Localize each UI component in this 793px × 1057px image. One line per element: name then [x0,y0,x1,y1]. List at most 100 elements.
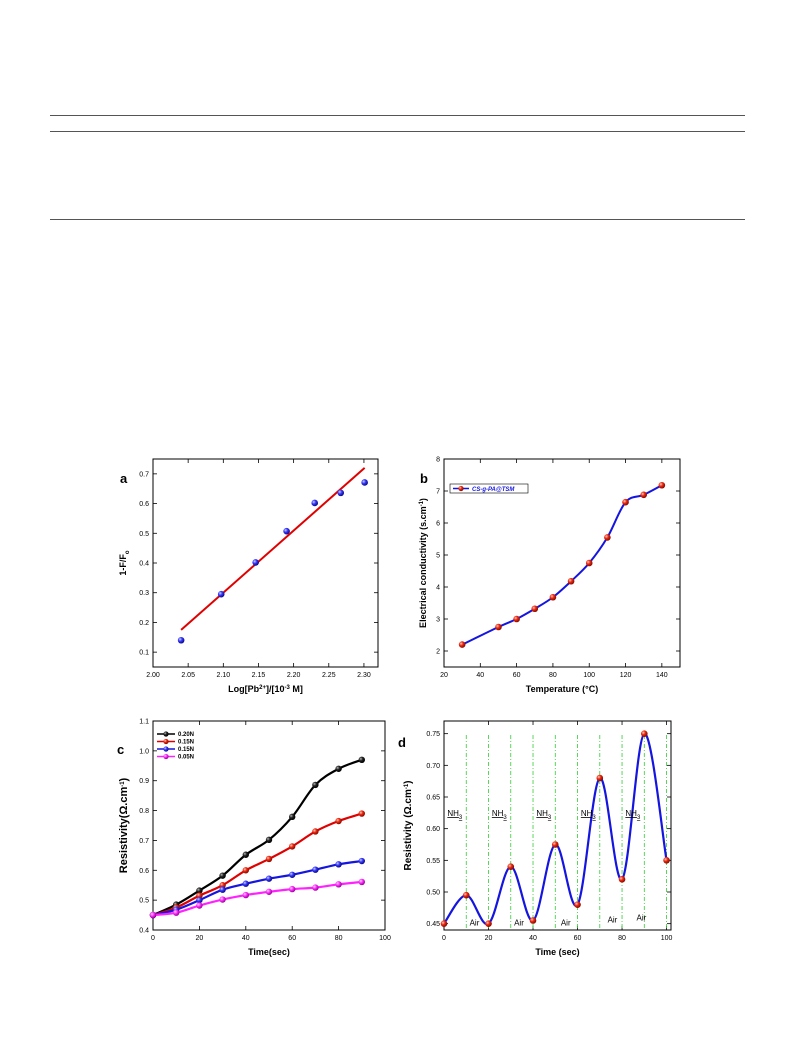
panel-c-ytick-label: 0.7 [139,838,149,845]
panel-d-xtick-label: 20 [485,935,493,942]
panel-c-legend-label-3: 0.05N [178,755,194,761]
panel-b-xtick-label: 100 [583,672,595,679]
panel-c-point-2 [358,857,365,865]
panel-d-xlabel: Time (sec) [535,947,579,957]
panel-d-point [640,730,648,737]
panel-c-point-3 [312,884,319,891]
panel-c-point-3 [289,885,296,893]
panel-c-point-0 [335,765,342,772]
panel-b-legend-label: CS-g-PA@TSM [472,487,515,493]
table-header-rule [50,131,745,132]
panel-c-point-2 [219,886,226,893]
panel-b-xtick-label: 120 [620,672,632,679]
panel-c-legend-marker-1 [163,738,169,745]
panel-a-xtick-label: 2.05 [181,672,195,679]
panel-b-point [604,534,611,541]
panel-c-point-0 [219,872,226,879]
panel-c-series-line-3 [152,880,362,917]
table-top-rule [50,115,745,116]
panel-c-point-3 [219,896,226,903]
panel-a-xlabel: Log[Pb2+]/[10-3 M] [228,684,303,694]
panel-a-ytick-label: 0.1 [139,650,149,657]
panel-c-point-1 [335,817,342,825]
panel-c-point-0 [358,756,365,764]
panel-a-point [252,559,259,566]
panel-d-xtick-label: 0 [442,935,446,942]
panel-c-xlabel: Time(sec) [248,947,290,957]
panel-a-xtick-label: 2.00 [146,672,160,679]
panel-d-xtick-label: 80 [618,935,626,942]
panel-b-point [531,605,539,613]
panel-c-series-line-2 [152,859,362,917]
panel-c-xtick-label: 40 [242,935,250,942]
panel-c-point-2 [289,871,296,878]
panel-label-a: a [120,471,128,486]
panel-d-annotation-3: Air [514,919,524,928]
panel-b-legend-box [449,483,529,494]
panel-c-legend-marker-2 [163,746,169,752]
panel-c-xtick-label: 100 [379,935,391,942]
panel-b-point [495,623,502,631]
panel-a-frame [152,458,379,668]
panel-b-ytick-label: 7 [436,489,440,496]
panel-c-point-3 [265,888,273,895]
panel-a-point [337,489,345,497]
panel-a-ytick-label: 0.6 [139,501,149,508]
panel-d-point [529,917,537,924]
panel-c-ytick-label: 0.5 [139,898,149,905]
panel-d-ylabel: Resistivity (Ω.cm-1) [403,780,414,870]
panel-d-xtick-label: 60 [574,935,582,942]
panel-c-point-1 [289,843,296,850]
panel-d-annotation-5: Air [561,919,571,928]
panel-d-point [507,863,515,870]
panel-d-point [663,857,670,864]
panel-c-point-2 [196,896,203,904]
panel-b-ytick-label: 6 [436,521,440,528]
panel-a-ytick-label: 0.7 [139,471,149,478]
panel-c-point-1 [312,828,319,835]
panel-b-xtick-label: 20 [440,672,448,679]
panel-b-ytick-label: 8 [436,457,440,464]
panel-c-point-0 [265,836,273,844]
panel-c-legend-label-0: 0.20N [178,732,194,738]
panel-d-point [596,774,604,782]
panel-b-point [640,491,647,499]
panel-c-legend-marker-3 [163,753,169,760]
panel-d-ytick-label: 0.65 [426,795,440,802]
panel-b-ylabel: Electrical conductivity (s.cm-1) [418,498,428,628]
panel-a-xtick-label: 2.20 [287,672,301,679]
panel-a-xtick-label: 2.15 [252,672,266,679]
panel-c-point-2 [242,880,249,887]
panel-d-ytick-label: 0.75 [426,731,440,738]
panel-c-xtick-label: 60 [288,935,296,942]
panel-c-point-2 [265,875,273,882]
panel-b-point [549,593,557,601]
panel-c-point-3 [149,911,157,919]
panel-c-xtick-label: 0 [151,935,155,942]
panel-b-xlabel: Temperature (°C) [526,684,598,694]
panel-c-legend-label-1: 0.15N [178,740,194,746]
panel-label-d: d [398,735,406,750]
panel-c-ytick-label: 0.8 [139,808,149,815]
panel-d-ytick-label: 0.55 [426,858,440,865]
panel-c-point-1 [242,867,249,874]
panel-c-point-1 [358,810,365,817]
panel-a-point [177,636,185,644]
panel-d-point [551,841,559,848]
panel-b-legend-marker [458,485,464,492]
panel-d-annotation-9: Air [637,914,647,923]
panel-c-ytick-label: 0.6 [139,868,149,875]
panel-a-xtick-label: 2.30 [357,672,371,679]
panel-c-ytick-label: 1.1 [139,719,149,726]
panel-b-ytick-label: 4 [436,585,440,592]
panel-c-xtick-label: 20 [196,935,204,942]
panel-c-legend-label-2: 0.15N [178,747,194,753]
panel-b-series-line [461,484,663,646]
panel-c-xtick-label: 80 [335,935,343,942]
panel-c-point-3 [358,878,365,886]
panel-c-point-0 [196,887,203,894]
panel-d-frame [443,720,672,931]
panel-c-frame [152,720,386,931]
panel-b-xtick-label: 60 [513,672,521,679]
